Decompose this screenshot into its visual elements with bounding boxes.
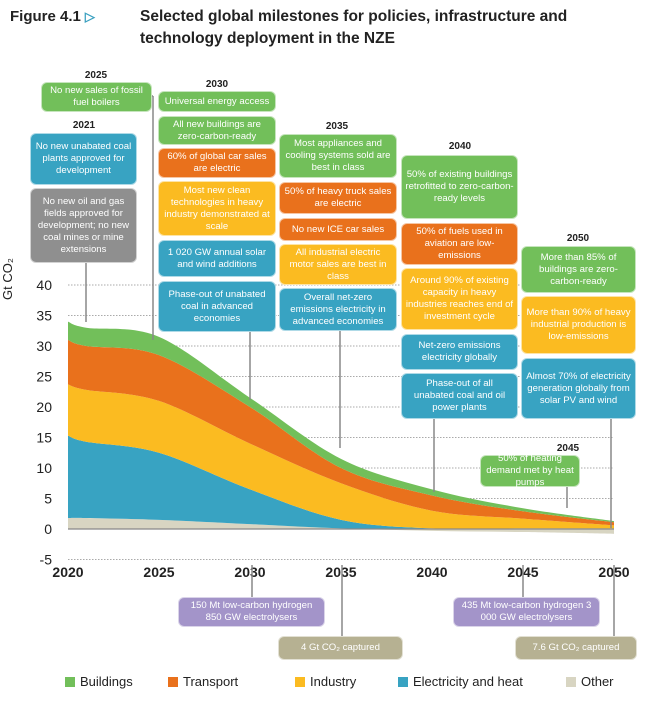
y-tick-label: -5 (40, 552, 53, 568)
y-axis-label: Gt CO₂ (0, 258, 15, 300)
y-tick-label: 30 (36, 338, 52, 354)
ccus-milestone-box: 4 Gt CO₂ captured (278, 636, 403, 660)
area-transport (68, 339, 614, 526)
x-tick-label: 2020 (52, 564, 83, 580)
y-tick-label: 40 (36, 277, 52, 293)
legend-item: Transport (168, 674, 238, 689)
area-buildings (68, 321, 614, 523)
figure-number: Figure 4.1 (10, 8, 81, 25)
milestone-box: No new sales of fossil fuel boilers (41, 82, 152, 112)
y-tick-label: 35 (36, 308, 52, 324)
hydrogen-milestone-box: 150 Mt low-carbon hydrogen 850 GW electr… (178, 597, 325, 627)
milestone-box: 50% of heating demand met by heat pumps (480, 453, 580, 488)
ccus-milestone-box: 7.6 Gt CO₂ captured (515, 636, 637, 660)
hydrogen-milestone-box: 435 Mt low-carbon hydrogen 3 000 GW elec… (453, 597, 600, 627)
milestone-year-label: 2050 (566, 233, 590, 244)
milestone-year-label: 2035 (325, 121, 349, 132)
milestone-box: Around 90% of existing capacity in heavy… (401, 268, 518, 330)
area-industry (68, 384, 614, 530)
milestone-box: More than 90% of heavy industrial produc… (521, 296, 636, 354)
milestone-box: 50% of existing buildings retrofitted to… (401, 155, 518, 219)
chart-legend: Buildings Transport Industry Electricity an… (0, 674, 657, 694)
legend-swatch (295, 676, 305, 687)
milestone-box: Overall net-zero emissions electricity i… (279, 288, 397, 331)
milestone-box: Net-zero emissions electricity globally (401, 334, 518, 370)
legend-swatch (566, 676, 576, 687)
milestone-box: No new unabated coal plants approved for… (30, 133, 137, 185)
x-tick-label: 2025 (143, 564, 174, 580)
legend-label: Other (581, 674, 614, 689)
milestone-box: No new oil and gas fields approved for d… (30, 188, 137, 263)
milestone-year-label: 2045 (556, 443, 580, 454)
milestone-year-label: 2030 (205, 79, 229, 90)
figure-title: Selected global milestones for policies,… (140, 8, 568, 47)
legend-label: Buildings (80, 674, 133, 689)
legend-item: Industry (295, 674, 356, 689)
milestone-box: Most appliances and cooling systems sold… (279, 134, 397, 178)
legend-swatch (398, 676, 408, 687)
milestone-box: No new ICE car sales (279, 218, 397, 241)
y-tick-label: 10 (36, 460, 52, 476)
x-tick-label: 2040 (416, 564, 447, 580)
milestone-box: All industrial electric motor sales are … (279, 244, 397, 285)
y-tick-label: 15 (36, 430, 52, 446)
milestone-year-label: 2025 (84, 70, 108, 81)
legend-swatch (168, 676, 178, 687)
milestone-box: 50% of heavy truck sales are electric (279, 182, 397, 214)
milestone-box: 50% of fuels used in aviation are low-em… (401, 223, 518, 265)
milestone-box: Phase-out of all unabated coal and oil p… (401, 373, 518, 419)
legend-item: Buildings (65, 674, 133, 689)
legend-label: Industry (310, 674, 357, 689)
x-tick-label: 2035 (325, 564, 356, 580)
x-tick-label: 2030 (234, 564, 265, 580)
milestone-box: Phase-out of unabated coal in advanced e… (158, 281, 276, 332)
milestone-box: More than 85% of buildings are zero-carb… (521, 246, 636, 293)
legend-item: Other (566, 674, 614, 689)
y-tick-label: 20 (36, 399, 52, 415)
area-electricity-and-heat (68, 435, 614, 530)
legend-label: Electricity and heat (413, 674, 523, 689)
triangle-right-icon: ▷ (84, 9, 95, 24)
milestone-box: 1 020 GW annual solar and wind additions (158, 240, 276, 277)
y-tick-label: 0 (44, 521, 52, 537)
milestone-box: Universal energy access (158, 91, 276, 112)
y-tick-label: 25 (36, 369, 52, 385)
y-tick-label: 5 (44, 491, 52, 507)
milestone-box: Most new clean technologies in heavy ind… (158, 181, 276, 236)
milestone-box: 60% of global car sales are electric (158, 148, 276, 178)
milestone-box: Almost 70% of electricity generation glo… (521, 358, 636, 419)
milestone-box: All new buildings are zero-carbon-ready (158, 116, 276, 145)
legend-swatch (65, 676, 75, 687)
area-other (68, 517, 614, 534)
figure-label: Figure 4.1 ▷ (10, 8, 95, 25)
legend-item: Electricity and heat (398, 674, 523, 689)
milestone-year-label: 2021 (72, 120, 96, 131)
legend-label: Transport (183, 674, 239, 689)
milestone-year-label: 2040 (448, 141, 472, 152)
